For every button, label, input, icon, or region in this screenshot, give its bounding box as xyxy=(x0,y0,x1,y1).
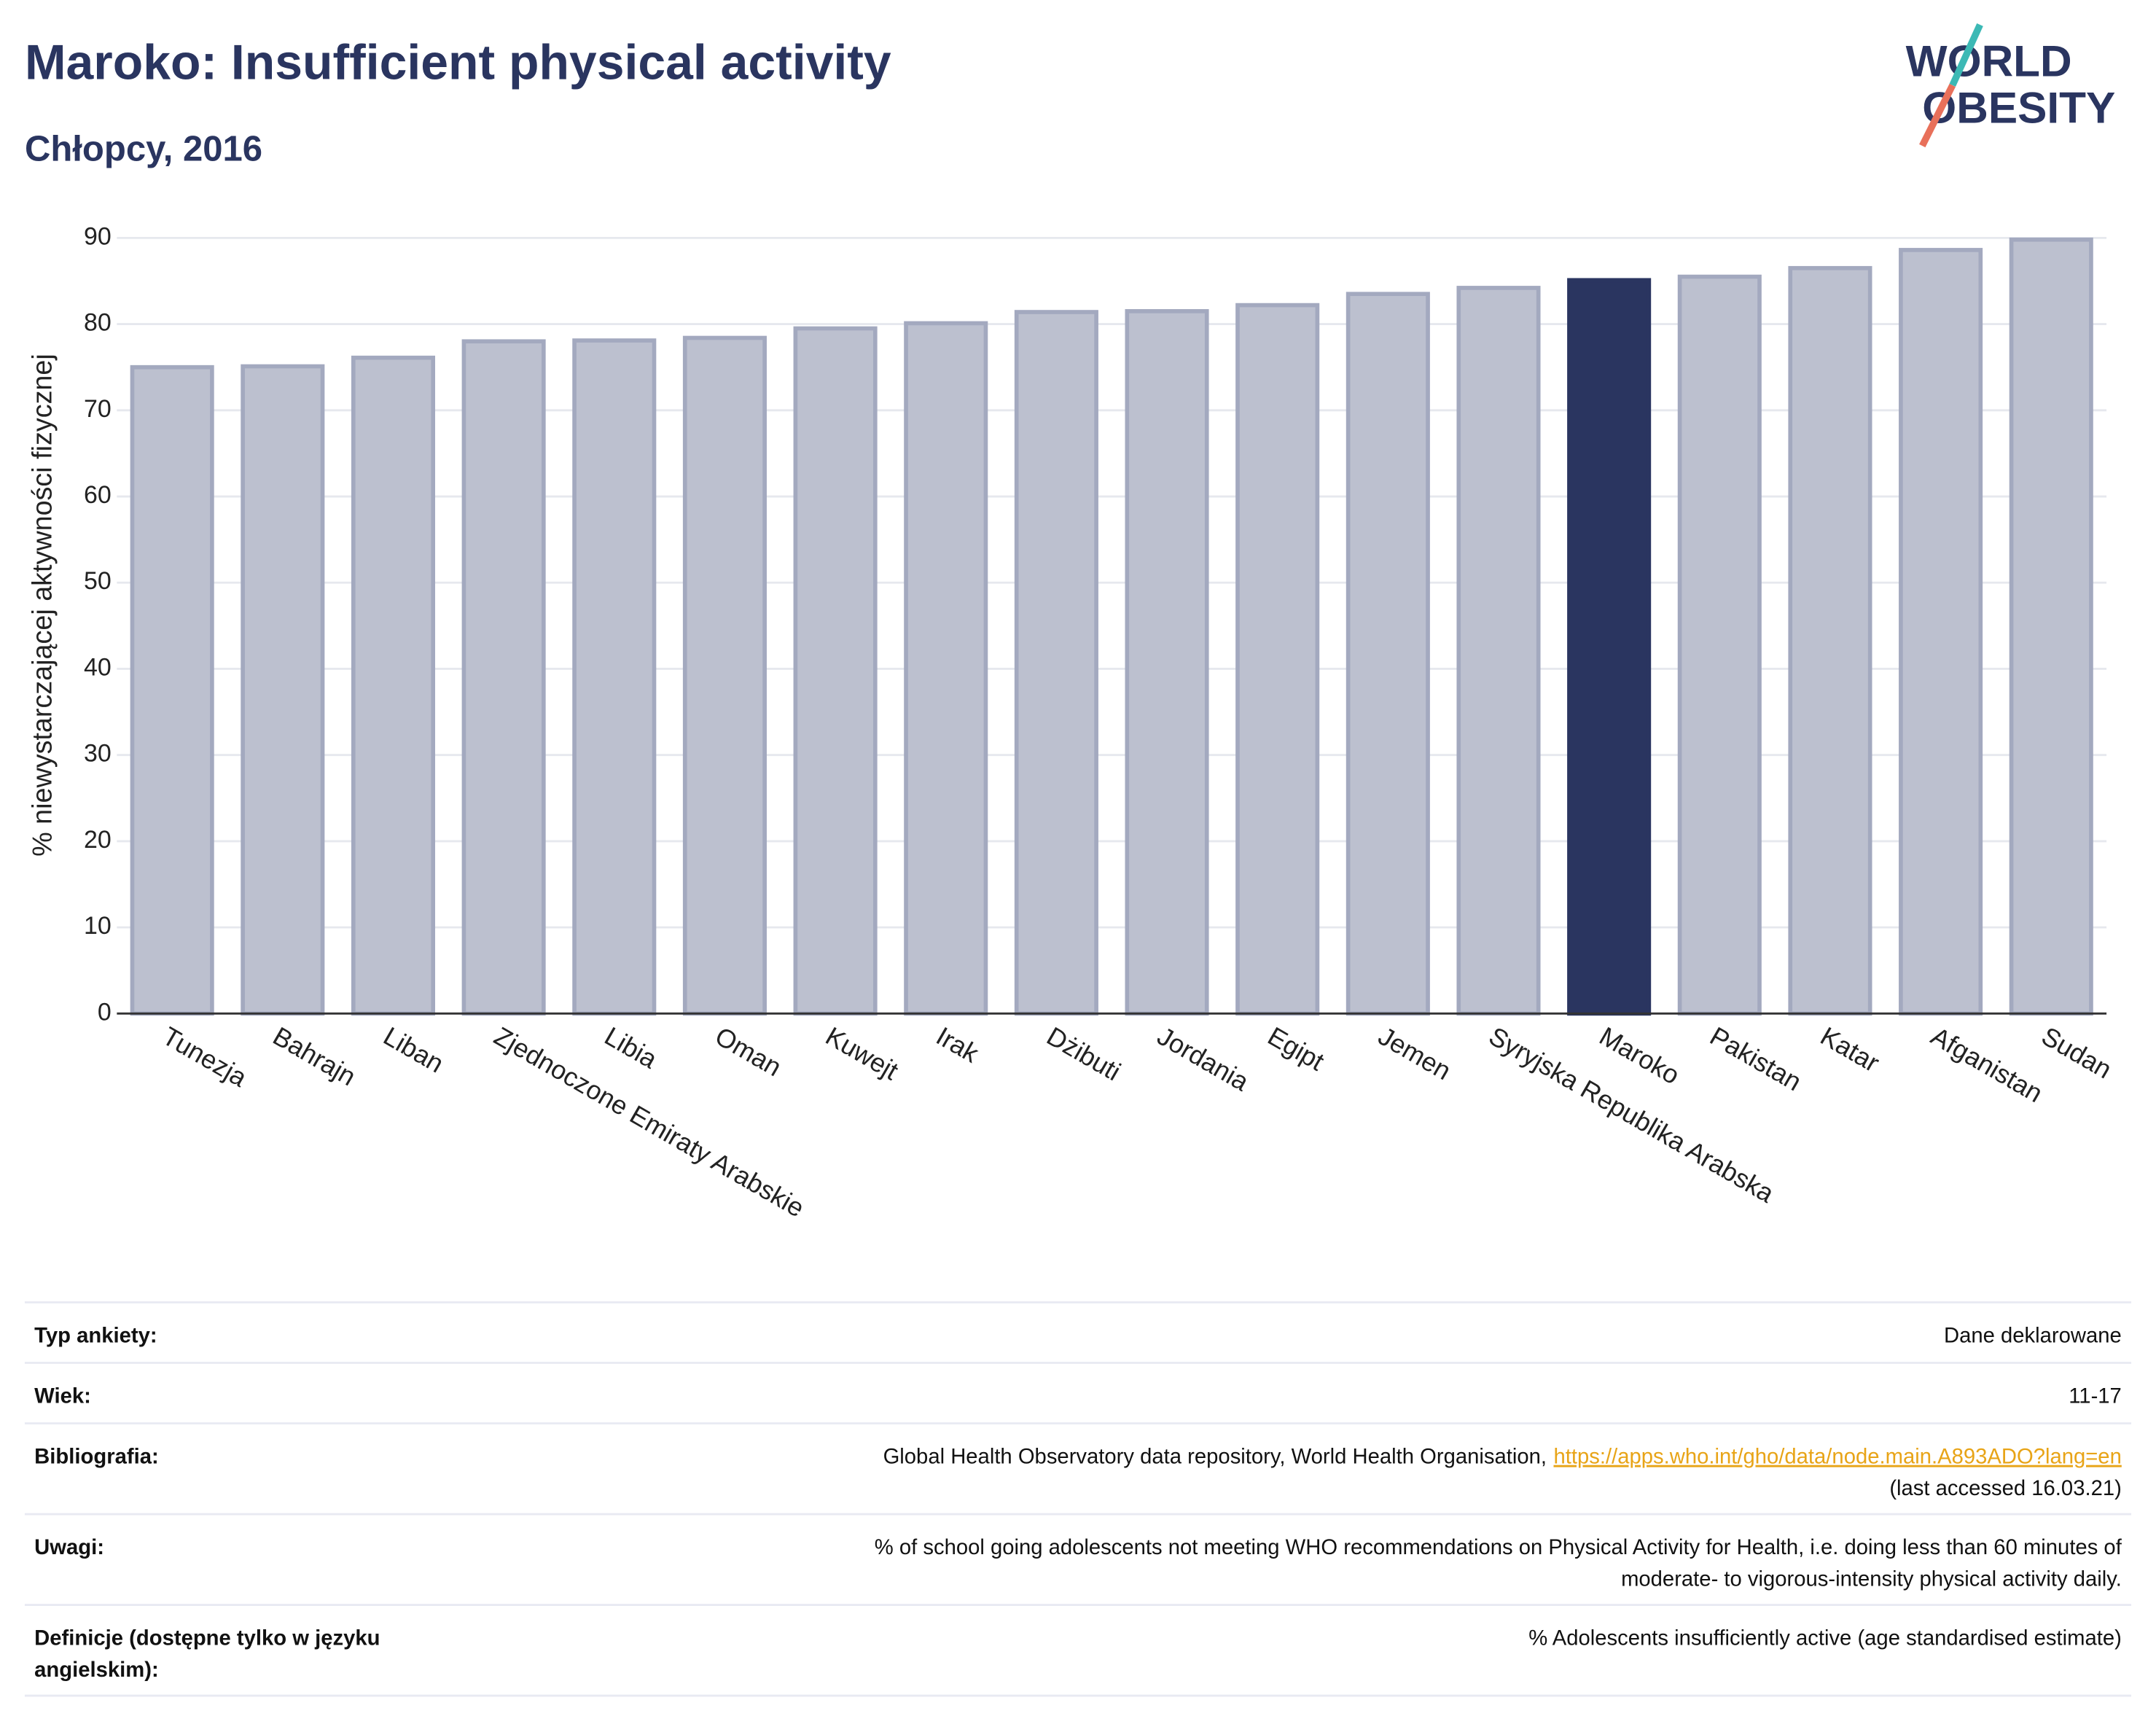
bar xyxy=(1899,248,1983,1016)
row-value: Dane deklarowane xyxy=(1944,1324,2122,1347)
x-tick-label: Tunezja xyxy=(157,1021,251,1093)
x-tick-label: Liban xyxy=(378,1021,448,1078)
row-label: Typ ankiety: xyxy=(34,1324,157,1347)
logo-text: WORLD xyxy=(1906,36,2072,86)
row-label: Wiek: xyxy=(34,1384,91,1408)
bar xyxy=(1125,309,1209,1016)
y-tick-label: 40 xyxy=(84,653,112,681)
y-tick-label: 10 xyxy=(84,912,112,940)
bar xyxy=(241,364,325,1016)
row-label: Uwagi: xyxy=(34,1536,104,1559)
x-tick-label: Bahrajn xyxy=(268,1021,361,1091)
x-tick-label: Afganistan xyxy=(1926,1021,2048,1108)
x-tick-label: Jemen xyxy=(1373,1021,1456,1085)
bar xyxy=(351,355,436,1016)
x-tick-label: Libia xyxy=(600,1021,663,1075)
y-tick-label: 30 xyxy=(84,740,112,768)
bar xyxy=(1788,265,1872,1016)
x-tick-label: Katar xyxy=(1816,1021,1884,1077)
row-label: Bibliografia: xyxy=(34,1445,159,1468)
y-tick-label: 80 xyxy=(84,309,112,337)
row-value: Global Health Observatory data repositor… xyxy=(883,1445,2122,1468)
y-tick-label: 70 xyxy=(84,395,112,423)
x-tick-label: Maroko xyxy=(1595,1021,1684,1090)
bar xyxy=(461,339,546,1016)
chart-title: Maroko: Insufficient physical activity xyxy=(25,35,891,90)
y-tick-label: 50 xyxy=(84,567,112,595)
bar xyxy=(572,338,657,1016)
row-value: % of school going adolescents not meetin… xyxy=(875,1536,2122,1559)
logo-text: OBESITY xyxy=(1922,83,2115,133)
x-tick-label: Kuwejt xyxy=(821,1021,903,1085)
bar xyxy=(1014,310,1098,1016)
logo: WORLD OBESITY xyxy=(1906,23,2115,148)
x-tick-label: Dżibuti xyxy=(1042,1021,1125,1086)
y-tick-label: 90 xyxy=(84,222,112,250)
bar xyxy=(1456,286,1541,1016)
logo-stroke xyxy=(1949,23,1983,87)
x-tick-label: Oman xyxy=(710,1021,786,1082)
y-tick-label: 0 xyxy=(98,998,112,1026)
row-value: (last accessed 16.03.21) xyxy=(1889,1477,2122,1500)
bar xyxy=(1345,292,1430,1016)
bar xyxy=(793,326,878,1016)
row-value-text: Global Health Observatory data repositor… xyxy=(883,1445,1547,1468)
x-tick-label: Egipt xyxy=(1263,1021,1329,1076)
logo-stroke xyxy=(1919,83,1956,148)
x-tick-label: Irak xyxy=(931,1021,984,1069)
bar xyxy=(682,335,767,1016)
x-tick-label: Sudan xyxy=(2036,1021,2117,1084)
bar xyxy=(130,364,214,1016)
y-tick-label: 20 xyxy=(84,826,112,854)
chart-subtitle: Chłopcy, 2016 xyxy=(25,129,262,168)
row-label: angielskim): xyxy=(34,1658,159,1682)
bar xyxy=(1677,274,1762,1016)
y-tick-label: 60 xyxy=(84,481,112,509)
bar xyxy=(1567,278,1652,1016)
bar xyxy=(2009,237,2093,1016)
row-value: % Adolescents insufficiently active (age… xyxy=(1528,1626,2122,1650)
y-axis-label: % niewystarczającej aktywności fizycznej xyxy=(26,354,57,857)
x-tick-label: Pakistan xyxy=(1705,1021,1806,1096)
x-tick-label: Jordania xyxy=(1152,1021,1254,1096)
bar xyxy=(1235,303,1320,1016)
row-value: 11-17 xyxy=(2069,1384,2122,1408)
bar xyxy=(904,321,988,1016)
link[interactable]: https://apps.who.int/gho/data/node.main.… xyxy=(1554,1445,2122,1468)
row-label: Definicje (dostępne tylko w języku xyxy=(34,1626,380,1650)
row-value: moderate- to vigorous-intensity physical… xyxy=(1621,1567,2122,1591)
